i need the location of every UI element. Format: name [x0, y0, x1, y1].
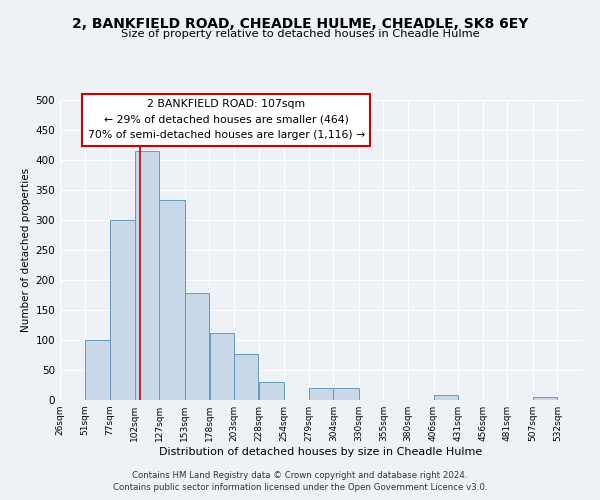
Bar	[334, 388, 359, 400]
Text: Contains HM Land Registry data © Crown copyright and database right 2024.
Contai: Contains HM Land Registry data © Crown c…	[113, 471, 487, 492]
Bar	[533, 397, 557, 400]
Bar	[259, 382, 284, 400]
Text: Size of property relative to detached houses in Cheadle Hulme: Size of property relative to detached ho…	[121, 29, 479, 39]
Bar	[209, 334, 234, 400]
Bar	[309, 388, 333, 400]
Bar	[160, 200, 185, 400]
Text: 2 BANKFIELD ROAD: 107sqm
← 29% of detached houses are smaller (464)
70% of semi-: 2 BANKFIELD ROAD: 107sqm ← 29% of detach…	[88, 99, 365, 140]
Bar	[135, 151, 159, 400]
Text: 2, BANKFIELD ROAD, CHEADLE HULME, CHEADLE, SK8 6EY: 2, BANKFIELD ROAD, CHEADLE HULME, CHEADL…	[72, 18, 528, 32]
Bar	[185, 293, 209, 400]
Bar	[110, 220, 134, 400]
Bar	[234, 354, 259, 400]
Bar	[434, 395, 458, 400]
Bar	[85, 340, 110, 400]
X-axis label: Distribution of detached houses by size in Cheadle Hulme: Distribution of detached houses by size …	[160, 447, 482, 457]
Y-axis label: Number of detached properties: Number of detached properties	[21, 168, 31, 332]
